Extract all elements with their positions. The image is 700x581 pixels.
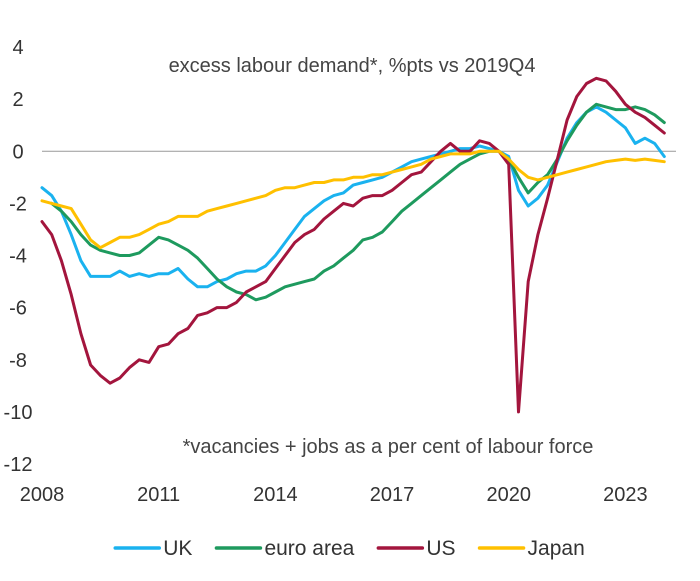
y-tick-label: -2 bbox=[9, 193, 27, 215]
y-tick-label: -4 bbox=[9, 246, 27, 268]
y-tick-label: 2 bbox=[12, 89, 23, 111]
legend-label-japan: Japan bbox=[528, 537, 585, 560]
x-tick-label: 2017 bbox=[370, 484, 415, 506]
series-line-euro-area bbox=[50, 102, 666, 302]
y-axis: 4 2 0 -2 -4 -6 -8 -10 -12 bbox=[4, 37, 33, 476]
legend: UK euro area US Japan bbox=[113, 537, 585, 560]
series-layer bbox=[40, 76, 666, 414]
x-axis: 2008 2011 2014 2017 2020 2023 bbox=[20, 484, 648, 506]
x-tick-label: 2008 bbox=[20, 484, 65, 506]
x-tick-label: 2014 bbox=[253, 484, 298, 506]
legend-label-uk: UK bbox=[163, 537, 192, 560]
y-tick-label: 0 bbox=[12, 141, 23, 163]
annotations: excess labour demand*, %pts vs 2019Q4 *v… bbox=[169, 55, 594, 458]
x-tick-label: 2011 bbox=[137, 484, 180, 506]
chart-annotation-footnote: *vacancies + jobs as a per cent of labou… bbox=[183, 436, 594, 458]
y-tick-label: 4 bbox=[12, 37, 23, 59]
y-tick-label: -8 bbox=[9, 350, 27, 372]
y-tick-label: -10 bbox=[4, 402, 33, 424]
y-tick-label: -6 bbox=[9, 298, 27, 320]
legend-label-euro-area: euro area bbox=[264, 537, 354, 560]
series-line-us bbox=[40, 76, 666, 414]
x-tick-label: 2020 bbox=[486, 484, 531, 506]
x-tick-label: 2023 bbox=[603, 484, 648, 506]
legend-label-us: US bbox=[426, 537, 455, 560]
series-line-japan bbox=[40, 149, 666, 250]
chart-annotation-top: excess labour demand*, %pts vs 2019Q4 bbox=[169, 55, 536, 77]
y-tick-label: -12 bbox=[4, 454, 33, 476]
